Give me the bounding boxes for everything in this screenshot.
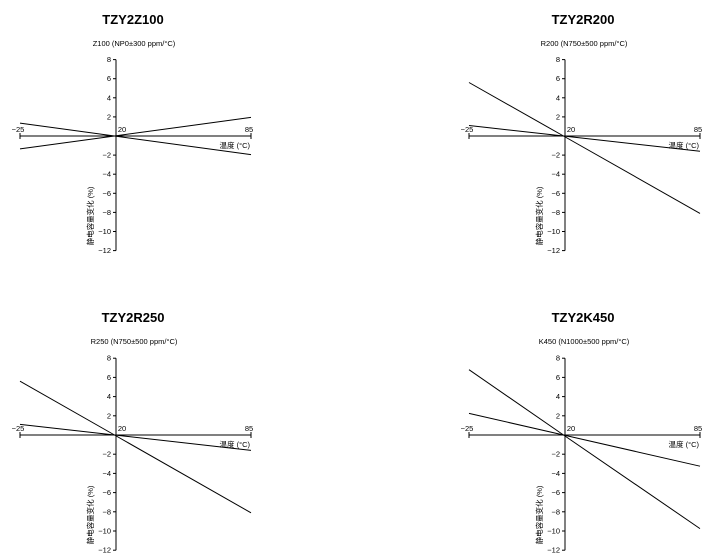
y-tick-label: −6 [551, 488, 560, 497]
chart-subtitle: R200 (N750±500 ppm/°C) [541, 39, 628, 48]
y-tick-label: 2 [556, 411, 560, 420]
series-line-1 [19, 380, 252, 514]
y-tick-label: −4 [551, 170, 560, 179]
y-tick-label: 8 [556, 55, 560, 64]
chart-subtitle: K450 (N1000±500 ppm/°C) [539, 337, 630, 346]
y-tick-label: −8 [551, 507, 560, 516]
y-tick-label: 4 [556, 392, 560, 401]
y-tick-label: −4 [102, 170, 111, 179]
x-tick-label: 85 [694, 424, 702, 433]
y-tick-label: 2 [107, 411, 111, 420]
chart-title: TZY2R200 [552, 12, 615, 27]
y-tick-label: −2 [551, 450, 560, 459]
y-tick-label: −2 [551, 151, 560, 160]
y-tick-label: −8 [102, 507, 111, 516]
series-line-1 [468, 369, 701, 530]
x-tick-label: 20 [118, 125, 126, 134]
y-tick-label: −10 [98, 227, 111, 236]
chart-title: TZY2R250 [102, 310, 165, 325]
series-line-1 [468, 82, 701, 214]
x-axis-label: 温度 (°C) [220, 140, 251, 150]
y-tick-label: −6 [102, 488, 111, 497]
chart-title: TZY2K450 [552, 310, 615, 325]
y-tick-label: −10 [547, 527, 560, 536]
y-tick-label: −4 [551, 469, 560, 478]
y-tick-label: 6 [556, 373, 560, 382]
y-tick-label: −12 [98, 246, 111, 255]
y-tick-label: −12 [547, 246, 560, 255]
x-tick-label: 20 [118, 424, 126, 433]
y-tick-label: −2 [102, 450, 111, 459]
chart-title: TZY2Z100 [102, 12, 163, 27]
y-tick-label: 8 [107, 55, 111, 64]
y-tick-label: −12 [547, 546, 560, 555]
y-tick-label: 4 [107, 93, 111, 102]
x-tick-label: −25 [461, 424, 474, 433]
x-tick-label: −25 [12, 125, 25, 134]
x-axis-label: 温度 (°C) [220, 439, 251, 449]
series-line-2 [468, 125, 701, 152]
chart-panel-3: TZY2R250 R250 (N750±500 ppm/°C) 8 6 4 2 −2 −4 −6… [12, 310, 254, 555]
chart-panel-2: TZY2R200 R200 (N750±500 ppm/°C) 8 6 4 2 −2 −4 −6… [461, 12, 703, 255]
x-axis-label: 温度 (°C) [669, 439, 700, 449]
y-axis-label: 静电容量变化 (%) [534, 485, 544, 544]
x-tick-label: 85 [245, 125, 253, 134]
y-tick-label: −6 [102, 189, 111, 198]
chart-subtitle: R250 (N750±500 ppm/°C) [91, 337, 178, 346]
y-axis-label: 静电容量变化 (%) [85, 186, 95, 245]
y-tick-label: 6 [107, 74, 111, 83]
series-line-2 [468, 412, 701, 467]
series-line-2 [19, 122, 252, 156]
y-axis-label: 静电容量变化 (%) [534, 186, 544, 245]
y-tick-label: 4 [107, 392, 111, 401]
x-tick-label: 85 [245, 424, 253, 433]
y-axis-label: 静电容量变化 (%) [85, 485, 95, 544]
series-line-1 [19, 116, 252, 150]
series-line-2 [19, 423, 252, 451]
chart-panel-1: TZY2Z100 Z100 (NP0±300 ppm/°C) 8 6 4 2 −2 −4 −6 −… [12, 12, 254, 255]
chart-subtitle: Z100 (NP0±300 ppm/°C) [93, 39, 176, 48]
y-tick-label: −10 [547, 227, 560, 236]
y-tick-label: 4 [556, 93, 560, 102]
y-tick-label: −4 [102, 469, 111, 478]
x-tick-label: 85 [694, 125, 702, 134]
y-tick-label: −8 [102, 208, 111, 217]
x-tick-label: −25 [461, 125, 474, 134]
y-tick-label: −6 [551, 189, 560, 198]
x-axis-label: 温度 (°C) [669, 140, 700, 150]
y-tick-label: −12 [98, 546, 111, 555]
y-tick-label: −2 [102, 151, 111, 160]
y-tick-label: 2 [107, 112, 111, 121]
y-tick-label: 6 [556, 74, 560, 83]
y-tick-label: 8 [556, 354, 560, 363]
x-tick-label: 20 [567, 125, 575, 134]
y-tick-label: −8 [551, 208, 560, 217]
x-tick-label: −25 [12, 424, 25, 433]
y-tick-label: −10 [98, 527, 111, 536]
y-tick-label: 8 [107, 354, 111, 363]
y-tick-label: 2 [556, 112, 560, 121]
chart-panel-4: TZY2K450 K450 (N1000±500 ppm/°C) 8 6 4 2 −2 −4 −… [461, 310, 703, 555]
x-tick-label: 20 [567, 424, 575, 433]
y-tick-label: 6 [107, 373, 111, 382]
